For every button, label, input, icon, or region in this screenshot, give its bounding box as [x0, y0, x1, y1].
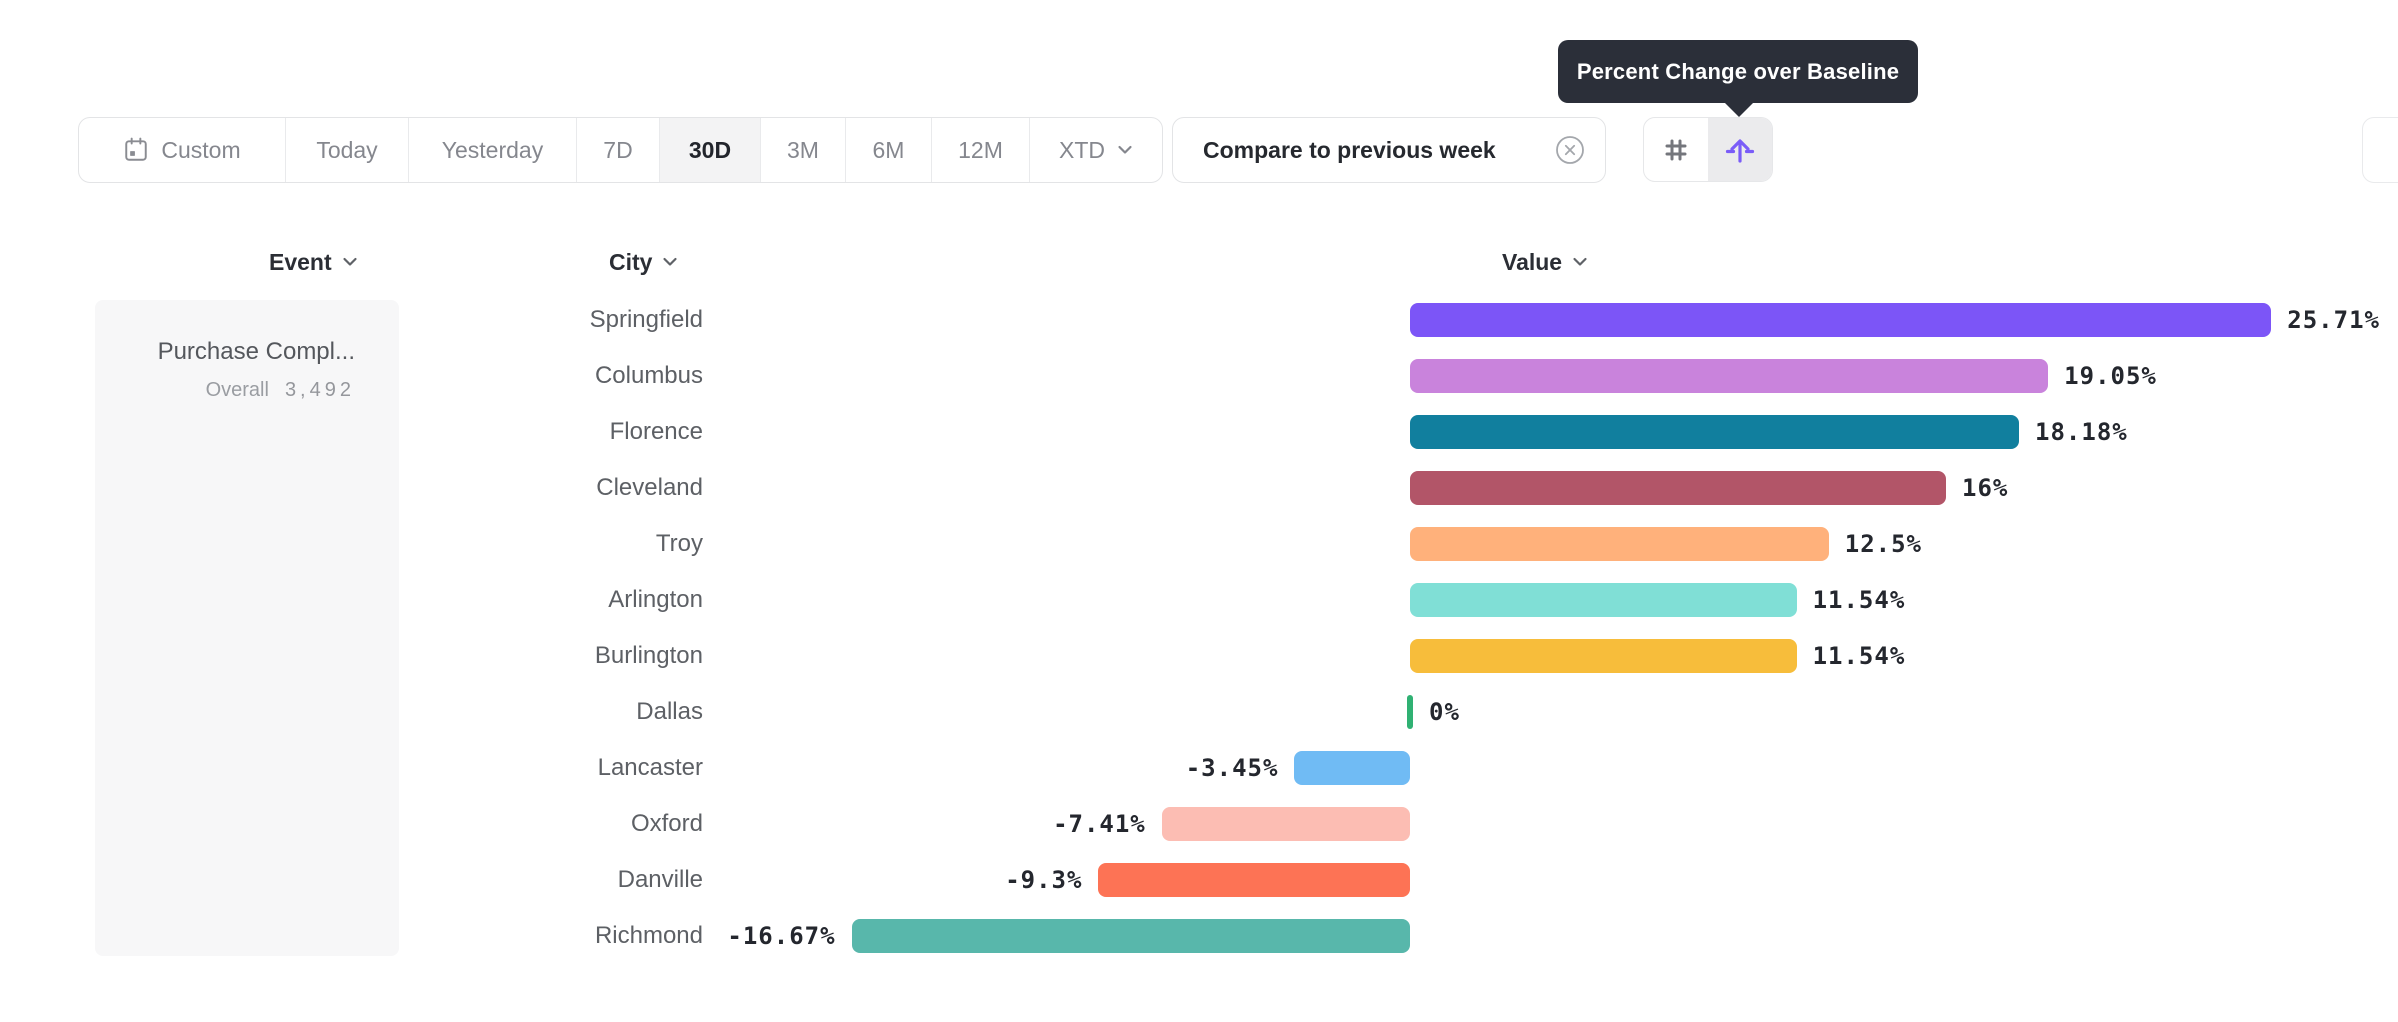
tooltip-percent-change: Percent Change over Baseline	[1558, 40, 1918, 103]
chart-row: Troy 12.5%	[0, 516, 2398, 572]
chart-row: Oxford -7.41%	[0, 796, 2398, 852]
bar-value-label: -7.41%	[1053, 810, 1146, 838]
date-range-6m[interactable]: 6M	[845, 118, 931, 182]
date-range-label: Today	[316, 136, 378, 163]
value-bar[interactable]	[851, 919, 1410, 953]
chart-row: Richmond -16.67%	[0, 908, 2398, 964]
date-range-custom[interactable]: Custom	[79, 118, 285, 182]
bar-value-label: 18.18%	[2035, 418, 2128, 446]
tooltip-text: Percent Change over Baseline	[1576, 58, 1900, 84]
date-range-control: Custom Today Yesterday 7D 30D 3M 6M 12M …	[78, 117, 1163, 183]
city-label: Burlington	[594, 642, 703, 669]
city-label: Dallas	[636, 698, 703, 725]
chart-row: Cleveland 16%	[0, 460, 2398, 516]
value-display-toggle	[1643, 117, 1773, 182]
date-range-today[interactable]: Today	[285, 118, 408, 182]
chart-row: Arlington 11.54%	[0, 572, 2398, 628]
zero-tick-bar[interactable]	[1407, 695, 1413, 729]
bar-value-label: -16.67%	[727, 922, 836, 950]
date-range-label: 3M	[787, 136, 819, 163]
column-header-label: Event	[269, 248, 332, 275]
chart-row: Burlington 11.54%	[0, 628, 2398, 684]
value-bar[interactable]	[1098, 863, 1410, 897]
date-range-label: 6M	[872, 136, 905, 163]
overall-value: 3,492	[284, 379, 355, 401]
date-range-7d[interactable]: 7D	[576, 118, 659, 182]
date-range-label: XTD	[1059, 136, 1105, 163]
value-bar[interactable]	[1410, 639, 1797, 673]
chart-row: Dallas 0%	[0, 684, 2398, 740]
chart-row: Florence 18.18%	[0, 404, 2398, 460]
value-bar[interactable]	[1410, 303, 2272, 337]
percent-change-icon	[1725, 138, 1755, 163]
date-range-yesterday[interactable]: Yesterday	[408, 118, 576, 182]
bar-value-label: 11.54%	[1812, 642, 1906, 670]
chart-row: Springfield 25.71%	[0, 292, 2398, 348]
city-label: Cleveland	[596, 474, 703, 501]
date-range-label: 12M	[958, 136, 1003, 163]
city-label: Lancaster	[597, 754, 703, 781]
chevron-down-icon	[1118, 145, 1132, 154]
date-range-30d[interactable]: 30D	[659, 118, 760, 182]
city-label: Arlington	[608, 586, 703, 613]
bar-value-label: 19.05%	[2064, 362, 2157, 390]
chart-row: Lancaster -3.45%	[0, 740, 2398, 796]
date-range-3m[interactable]: 3M	[760, 118, 845, 182]
toggle-number[interactable]	[1644, 118, 1708, 181]
bar-value-label: 16%	[1962, 474, 2009, 502]
column-header-city[interactable]: City	[609, 248, 678, 276]
compare-label: Compare to previous week	[1203, 136, 1496, 163]
bar-value-label: 0%	[1429, 698, 1460, 726]
city-label: Columbus	[594, 362, 703, 389]
column-header-label: Value	[1502, 248, 1563, 275]
date-range-xtd[interactable]: XTD	[1029, 118, 1162, 182]
bar-value-label: 12.5%	[1844, 530, 1922, 558]
chevron-down-icon	[663, 257, 678, 266]
city-label: Richmond	[594, 922, 703, 949]
date-range-label: 30D	[688, 136, 732, 163]
bar-value-label: -9.3%	[1005, 866, 1083, 894]
tooltip-caret	[1723, 101, 1755, 117]
calendar-icon	[125, 137, 148, 161]
partial-right-control[interactable]	[2362, 117, 2398, 183]
date-range-label: Yesterday	[441, 136, 544, 163]
event-card[interactable]: Purchase Compl... Overall 3,492	[95, 300, 399, 956]
chart-row: Columbus 19.05%	[0, 348, 2398, 404]
event-name: Purchase Compl...	[157, 338, 355, 365]
chart-rows: Springfield 25.71% Columbus 19.05% Florence 1…	[0, 292, 2398, 964]
value-bar[interactable]	[1294, 751, 1410, 785]
circle-x-icon[interactable]	[1555, 135, 1585, 165]
value-bar[interactable]	[1410, 415, 2020, 449]
toggle-percent-change[interactable]	[1708, 118, 1772, 181]
city-label: Florence	[609, 418, 703, 445]
chart-row: Danville -9.3%	[0, 852, 2398, 908]
date-range-label: Custom	[161, 136, 241, 163]
value-bar[interactable]	[1410, 527, 1829, 561]
city-label: Springfield	[589, 306, 703, 333]
compare-pill[interactable]: Compare to previous week	[1172, 117, 1606, 183]
chevron-down-icon	[343, 257, 357, 266]
column-header-label: City	[609, 248, 653, 275]
chevron-down-icon	[1573, 257, 1587, 266]
event-overall: Overall 3,492	[206, 379, 355, 402]
city-label: Oxford	[630, 810, 703, 837]
bar-value-label: -3.45%	[1185, 754, 1279, 782]
value-bar[interactable]	[1410, 359, 2049, 393]
bar-value-label: 11.54%	[1812, 586, 1906, 614]
column-header-value[interactable]: Value	[1502, 248, 1588, 276]
city-label: Danville	[617, 866, 703, 893]
date-range-12m[interactable]: 12M	[931, 118, 1029, 182]
number-grid-icon	[1665, 139, 1687, 160]
overall-label: Overall	[205, 379, 269, 401]
value-bar[interactable]	[1161, 807, 1410, 841]
date-range-label: 7D	[603, 136, 633, 163]
value-bar[interactable]	[1410, 583, 1797, 617]
city-label: Troy	[655, 530, 703, 557]
value-bar[interactable]	[1410, 471, 1946, 505]
column-header-event[interactable]: Event	[269, 248, 358, 276]
bar-value-label: 25.71%	[2287, 306, 2380, 334]
